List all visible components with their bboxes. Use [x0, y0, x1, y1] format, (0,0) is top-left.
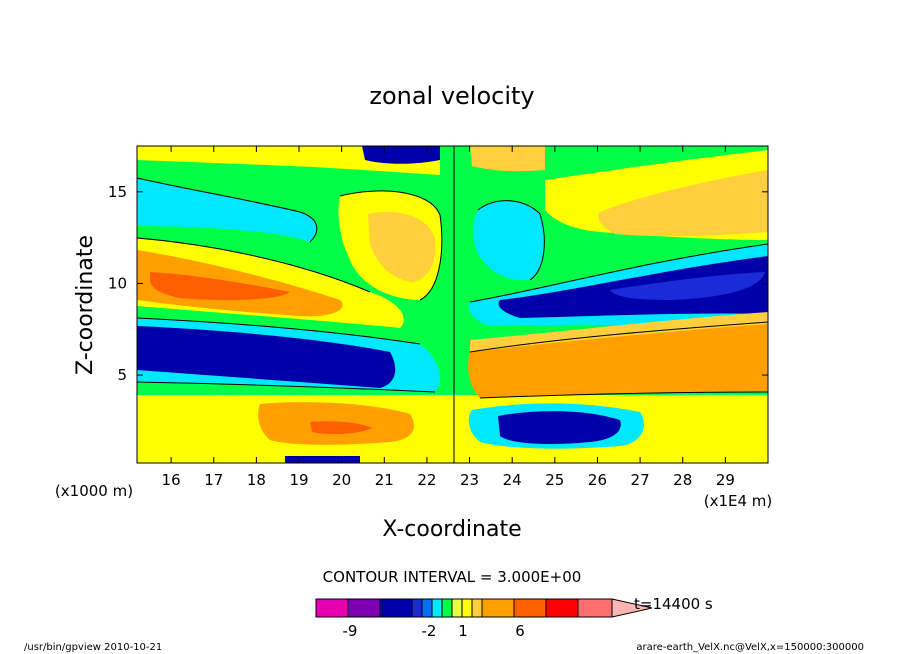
- band-yellow-bottom: [137, 395, 768, 463]
- region-orange-center-left: [368, 211, 436, 282]
- colorbar-arrow: [611, 598, 653, 618]
- region-orange-right-upper: [598, 170, 768, 237]
- plot-frame: [136, 145, 769, 464]
- region-blue-bottom-left: [285, 456, 360, 463]
- y-unit-note: (x1000 m): [55, 482, 133, 500]
- x-tick-label: 20: [332, 471, 351, 489]
- chart-title: zonal velocity: [369, 82, 534, 110]
- colorbar-swatch: [315, 598, 349, 618]
- y-tick-label: 10: [108, 274, 127, 292]
- region-red-lower-left: [310, 421, 372, 435]
- x-tick-label: 18: [247, 471, 266, 489]
- x-tick-label: 23: [460, 471, 479, 489]
- colorbar-swatch: [513, 598, 547, 618]
- colorbar: -9 -2 1 6: [315, 598, 653, 640]
- x-axis-label: X-coordinate: [382, 517, 521, 542]
- x-tick-label: 27: [631, 471, 650, 489]
- colorbar-tick-label: 6: [515, 622, 525, 640]
- region-cyan-center-right: [473, 200, 545, 281]
- colorbar-swatch: [461, 598, 473, 618]
- colorbar-swatch: [441, 598, 453, 618]
- x-unit-note: (x1E4 m): [704, 492, 773, 510]
- footer-right: arare-earth_VelX.nc@VelX,x=150000:300000: [636, 642, 864, 653]
- colorbar-swatch: [451, 598, 463, 618]
- region-orange-top-right-center: [470, 146, 545, 172]
- colorbar-tick-label: -9: [343, 622, 358, 640]
- region-cyan-upper-left: [137, 178, 317, 242]
- colorbar-swatch: [411, 598, 423, 618]
- region-orange-right-lower: [468, 322, 768, 398]
- y-axis-ticks: 5 10 15: [108, 183, 768, 384]
- region-blue-left-mid: [137, 326, 396, 388]
- x-tick-label: 28: [673, 471, 692, 489]
- region-red-left: [150, 272, 290, 300]
- x-tick-label: 17: [204, 471, 223, 489]
- colorbar-swatch: [431, 598, 443, 618]
- colorbar-swatch: [481, 598, 515, 618]
- colorbar-swatch: [545, 598, 579, 618]
- region-blue-top-center: [362, 146, 440, 164]
- x-tick-label: 22: [417, 471, 436, 489]
- x-tick-label: 16: [162, 471, 181, 489]
- footer-left: /usr/bin/gpview 2010-10-21: [24, 642, 162, 653]
- colorbar-tick-label: 1: [458, 622, 468, 640]
- x-axis-ticks: 16 17 18 19 20 21 22 23 24 25 26 27 28 29: [162, 146, 735, 489]
- colorbar-swatch: [379, 598, 413, 618]
- y-tick-label: 5: [117, 366, 127, 384]
- colorbar-swatch: [421, 598, 433, 618]
- colorbar-swatch: [347, 598, 381, 618]
- x-tick-label: 24: [503, 471, 522, 489]
- colorbar-swatch: [577, 598, 613, 618]
- region-darkblue-right: [610, 272, 765, 300]
- y-axis-label: Z-coordinate: [73, 235, 98, 375]
- x-tick-label: 26: [588, 471, 607, 489]
- colorbar-tick-label: -2: [422, 622, 437, 640]
- contour-interval: CONTOUR INTERVAL = 3.000E+00: [323, 568, 582, 586]
- x-tick-label: 29: [716, 471, 735, 489]
- time-label: t=14400 s: [634, 595, 713, 613]
- x-tick-label: 25: [545, 471, 564, 489]
- y-tick-label: 15: [108, 183, 127, 201]
- colorbar-swatch: [471, 598, 483, 618]
- plot-area: [137, 146, 768, 463]
- x-tick-label: 21: [375, 471, 394, 489]
- region-blue-lower-right: [498, 411, 621, 444]
- x-tick-label: 19: [289, 471, 308, 489]
